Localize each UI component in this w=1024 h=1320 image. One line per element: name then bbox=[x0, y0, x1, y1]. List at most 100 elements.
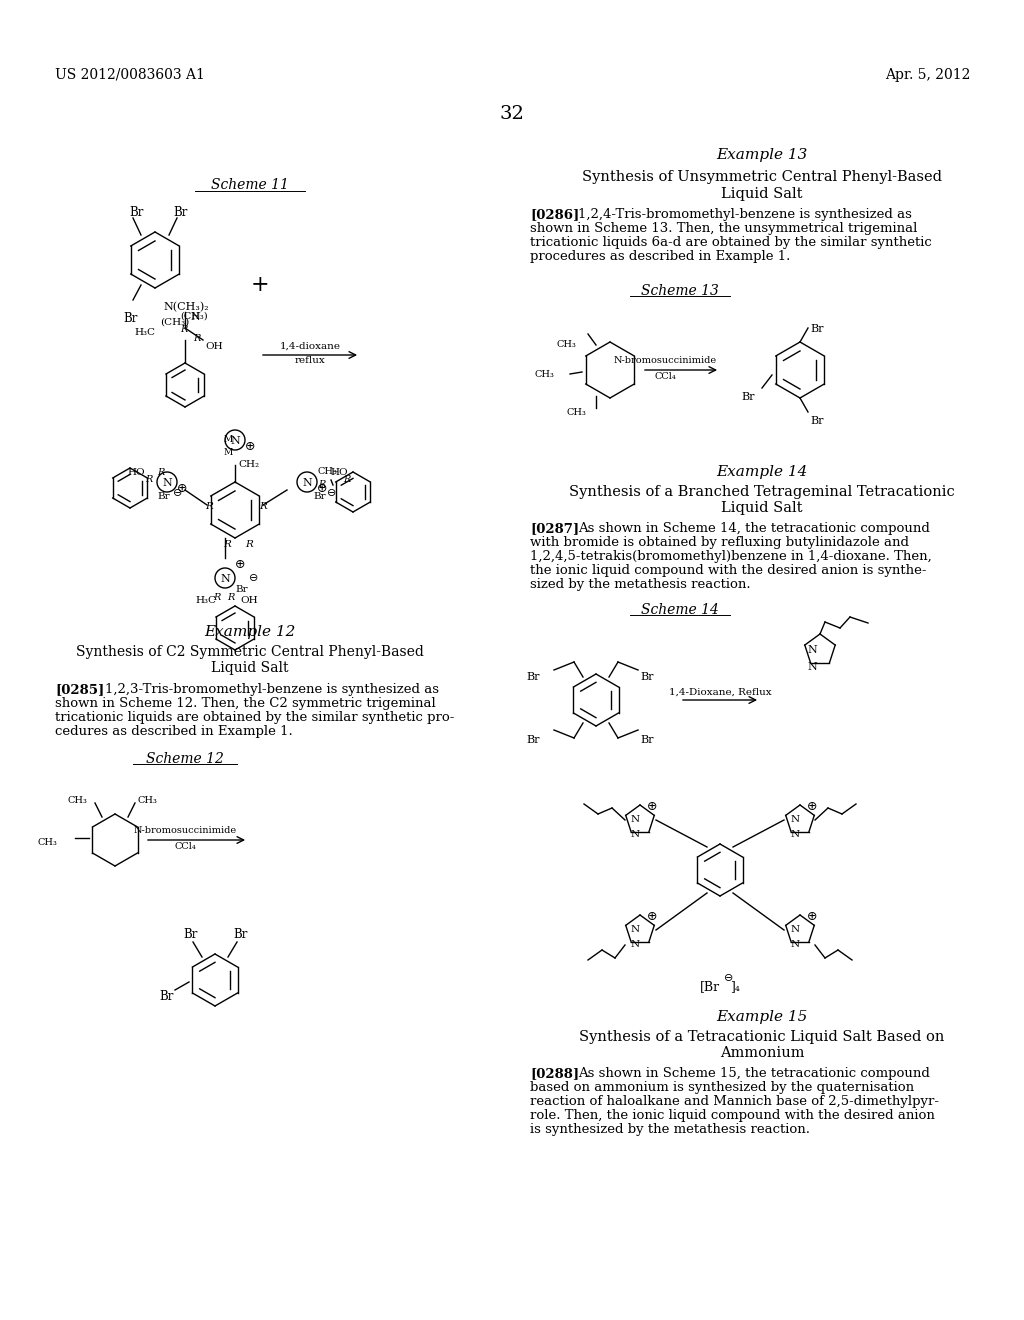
Text: ⊕: ⊕ bbox=[807, 800, 817, 813]
Text: shown in Scheme 13. Then, the unsymmetrical trigeminal: shown in Scheme 13. Then, the unsymmetri… bbox=[530, 222, 918, 235]
Text: Br: Br bbox=[313, 492, 326, 502]
Text: CH₃: CH₃ bbox=[556, 341, 575, 348]
Text: ⊕: ⊕ bbox=[807, 909, 817, 923]
Text: Scheme 14: Scheme 14 bbox=[641, 603, 719, 616]
Text: +: + bbox=[251, 275, 269, 296]
Text: N: N bbox=[631, 925, 640, 935]
Text: N: N bbox=[631, 814, 640, 824]
Text: N: N bbox=[631, 830, 640, 840]
Text: R: R bbox=[145, 475, 153, 484]
Text: Br: Br bbox=[526, 735, 540, 744]
Text: Br: Br bbox=[159, 990, 173, 1003]
Text: R: R bbox=[343, 475, 350, 484]
Text: Br: Br bbox=[640, 672, 653, 682]
Text: R: R bbox=[205, 502, 213, 511]
Text: reaction of haloalkane and Mannich base of 2,5-dimethylpyr-: reaction of haloalkane and Mannich base … bbox=[530, 1096, 939, 1107]
Text: tricationic liquids 6a-d are obtained by the similar synthetic: tricationic liquids 6a-d are obtained by… bbox=[530, 236, 932, 249]
Text: Br: Br bbox=[526, 672, 540, 682]
Text: Br: Br bbox=[183, 928, 198, 941]
Text: R: R bbox=[157, 469, 165, 477]
Text: CH₃: CH₃ bbox=[566, 408, 586, 417]
Text: As shown in Scheme 14, the tetracationic compound: As shown in Scheme 14, the tetracationic… bbox=[578, 521, 930, 535]
Text: N: N bbox=[791, 814, 800, 824]
Text: Br: Br bbox=[640, 735, 653, 744]
Text: ⊕: ⊕ bbox=[177, 482, 187, 495]
Text: N-bromosuccinimide: N-bromosuccinimide bbox=[133, 826, 237, 836]
Text: [Br: [Br bbox=[700, 979, 720, 993]
Text: CH₃: CH₃ bbox=[318, 467, 338, 477]
Text: 32: 32 bbox=[500, 106, 524, 123]
Text: Apr. 5, 2012: Apr. 5, 2012 bbox=[885, 69, 970, 82]
Text: Synthesis of a Branched Tetrageminal Tetracationic: Synthesis of a Branched Tetrageminal Tet… bbox=[569, 484, 954, 499]
Text: Ammonium: Ammonium bbox=[720, 1045, 804, 1060]
Text: 1,2,3-Tris-bromomethyl-benzene is synthesized as: 1,2,3-Tris-bromomethyl-benzene is synthe… bbox=[105, 682, 439, 696]
Text: sized by the metathesis reaction.: sized by the metathesis reaction. bbox=[530, 578, 751, 591]
Text: R: R bbox=[245, 540, 253, 549]
Text: N: N bbox=[807, 663, 817, 672]
Text: CH₂: CH₂ bbox=[238, 459, 259, 469]
Text: R: R bbox=[180, 325, 187, 334]
Text: ⊖: ⊖ bbox=[173, 488, 182, 498]
Text: with bromide is obtained by refluxing butylinidazole and: with bromide is obtained by refluxing bu… bbox=[530, 536, 909, 549]
Text: reflux: reflux bbox=[295, 356, 326, 366]
Text: N: N bbox=[807, 645, 817, 655]
Text: ⊖: ⊖ bbox=[249, 573, 258, 583]
Text: ⊖: ⊖ bbox=[327, 488, 336, 498]
Text: US 2012/0083603 A1: US 2012/0083603 A1 bbox=[55, 69, 205, 82]
Text: CH₃: CH₃ bbox=[68, 796, 87, 805]
Text: ⊕: ⊕ bbox=[234, 558, 246, 572]
Text: R: R bbox=[223, 540, 230, 549]
Text: Example 13: Example 13 bbox=[717, 148, 808, 162]
Text: R: R bbox=[227, 593, 234, 602]
Text: ⊕: ⊕ bbox=[647, 909, 657, 923]
Text: N: N bbox=[162, 478, 172, 488]
Text: procedures as described in Example 1.: procedures as described in Example 1. bbox=[530, 249, 791, 263]
Text: R: R bbox=[318, 480, 326, 488]
Text: M: M bbox=[223, 447, 232, 457]
Text: H₃C: H₃C bbox=[195, 597, 216, 605]
Text: 1,4-Dioxane, Reflux: 1,4-Dioxane, Reflux bbox=[669, 688, 771, 697]
Text: N: N bbox=[220, 574, 229, 583]
Text: [0287]: [0287] bbox=[530, 521, 580, 535]
Text: As shown in Scheme 15, the tetracationic compound: As shown in Scheme 15, the tetracationic… bbox=[578, 1067, 930, 1080]
Text: Br: Br bbox=[173, 206, 187, 219]
Text: Example 14: Example 14 bbox=[717, 465, 808, 479]
Text: Synthesis of a Tetracationic Liquid Salt Based on: Synthesis of a Tetracationic Liquid Salt… bbox=[580, 1030, 945, 1044]
Text: ⊖: ⊖ bbox=[724, 973, 733, 983]
Text: [0288]: [0288] bbox=[530, 1067, 580, 1080]
Text: Liquid Salt: Liquid Salt bbox=[721, 187, 803, 201]
Text: Example 15: Example 15 bbox=[717, 1010, 808, 1024]
Text: Synthesis of Unsymmetric Central Phenyl-Based: Synthesis of Unsymmetric Central Phenyl-… bbox=[582, 170, 942, 183]
Text: cedures as described in Example 1.: cedures as described in Example 1. bbox=[55, 725, 293, 738]
Text: CH₃: CH₃ bbox=[137, 796, 157, 805]
Text: Br: Br bbox=[810, 416, 823, 426]
Text: CCl₄: CCl₄ bbox=[174, 842, 196, 851]
Text: Liquid Salt: Liquid Salt bbox=[721, 502, 803, 515]
Text: tricationic liquids are obtained by the similar synthetic pro-: tricationic liquids are obtained by the … bbox=[55, 711, 455, 723]
Text: N: N bbox=[631, 940, 640, 949]
Text: CH₃: CH₃ bbox=[37, 838, 57, 847]
Text: Scheme 12: Scheme 12 bbox=[146, 752, 224, 766]
Text: N: N bbox=[791, 940, 800, 949]
Text: Synthesis of C2 Symmetric Central Phenyl-Based: Synthesis of C2 Symmetric Central Phenyl… bbox=[76, 645, 424, 659]
Text: 1,2,4-Tris-bromomethyl-benzene is synthesized as: 1,2,4-Tris-bromomethyl-benzene is synthe… bbox=[578, 209, 912, 220]
Text: ⊕: ⊕ bbox=[647, 800, 657, 813]
Text: OH: OH bbox=[240, 597, 258, 605]
Text: ]₄: ]₄ bbox=[730, 979, 740, 993]
Text: shown in Scheme 12. Then, the C2 symmetric trigeminal: shown in Scheme 12. Then, the C2 symmetr… bbox=[55, 697, 436, 710]
Text: N: N bbox=[190, 312, 200, 322]
Text: (CH₃): (CH₃) bbox=[180, 312, 208, 321]
Text: H₃C: H₃C bbox=[134, 327, 155, 337]
Text: Br: Br bbox=[741, 392, 755, 403]
Text: HO: HO bbox=[330, 469, 347, 477]
Text: R: R bbox=[213, 593, 220, 602]
Text: OH: OH bbox=[205, 342, 222, 351]
Text: Br: Br bbox=[157, 492, 170, 502]
Text: CH₃: CH₃ bbox=[535, 370, 554, 379]
Text: role. Then, the ionic liquid compound with the desired anion: role. Then, the ionic liquid compound wi… bbox=[530, 1109, 935, 1122]
Text: CCl₄: CCl₄ bbox=[654, 372, 676, 381]
Text: N: N bbox=[791, 830, 800, 840]
Text: R: R bbox=[193, 334, 201, 343]
Text: Br: Br bbox=[233, 928, 248, 941]
Text: HO: HO bbox=[127, 469, 144, 477]
